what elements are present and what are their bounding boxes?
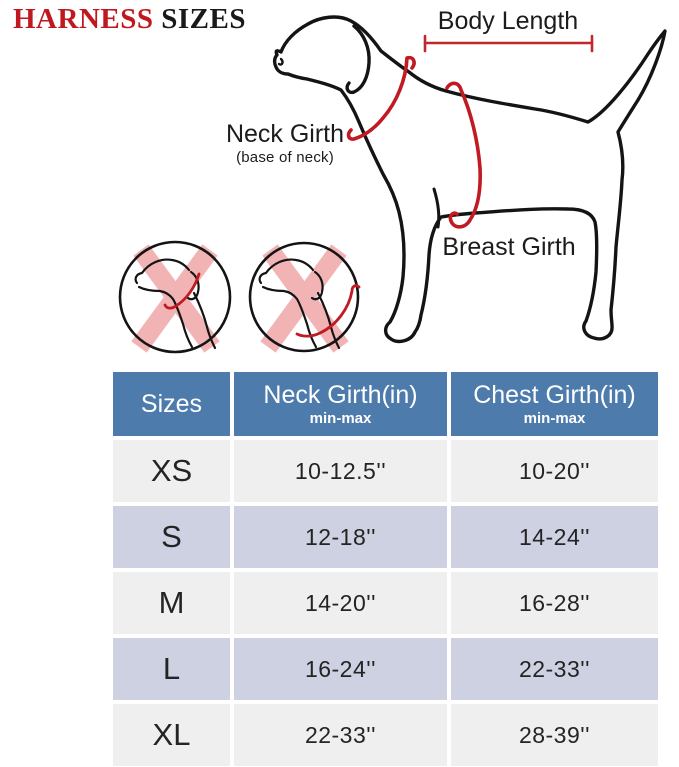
breast-girth-label: Breast Girth xyxy=(442,233,576,261)
table-cell-size: XL xyxy=(113,704,230,766)
table-cell-chest: 14-24'' xyxy=(451,506,658,568)
table-cell-chest: 10-20'' xyxy=(451,440,658,502)
neck-girth-label-sub: (base of neck) xyxy=(236,149,334,167)
neck-girth-label: Neck Girth (base of neck) xyxy=(205,121,365,166)
table-cell-chest: 28-39'' xyxy=(451,704,658,766)
body-length-measure-line xyxy=(423,34,594,53)
table-cell-chest: 22-33'' xyxy=(451,638,658,700)
table-cell-neck: 14-20'' xyxy=(234,572,447,634)
table-cell-size: M xyxy=(113,572,230,634)
header-chest-girth: Chest Girth(in) min-max xyxy=(451,372,658,436)
table-cell-size: L xyxy=(113,638,230,700)
table-cell-neck: 16-24'' xyxy=(234,638,447,700)
crossed-out-high-neck-measure-icon xyxy=(118,240,232,354)
table-cell-size: XS xyxy=(113,440,230,502)
size-table: Sizes Neck Girth(in) min-max Chest Girth… xyxy=(113,372,658,766)
dog-measurement-diagram xyxy=(118,15,667,354)
table-cell-chest: 16-28'' xyxy=(451,572,658,634)
title-word-sizes: SIZES xyxy=(161,3,246,35)
title-word-harness: HARNESS xyxy=(13,3,154,35)
table-cell-neck: 12-18'' xyxy=(234,506,447,568)
harness-strap-lines xyxy=(346,55,482,229)
body-length-label: Body Length xyxy=(437,7,579,35)
dog-side-outline-with-harness-icon xyxy=(272,15,667,344)
table-cell-size: S xyxy=(113,506,230,568)
table-cell-neck: 10-12.5'' xyxy=(234,440,447,502)
header-sizes: Sizes xyxy=(113,372,230,436)
page-title: HARNESS SIZES xyxy=(13,4,246,34)
table-cell-neck: 22-33'' xyxy=(234,704,447,766)
neck-girth-label-main: Neck Girth xyxy=(225,120,345,148)
header-neck-girth: Neck Girth(in) min-max xyxy=(234,372,447,436)
crossed-out-low-chest-measure-icon xyxy=(248,241,361,353)
